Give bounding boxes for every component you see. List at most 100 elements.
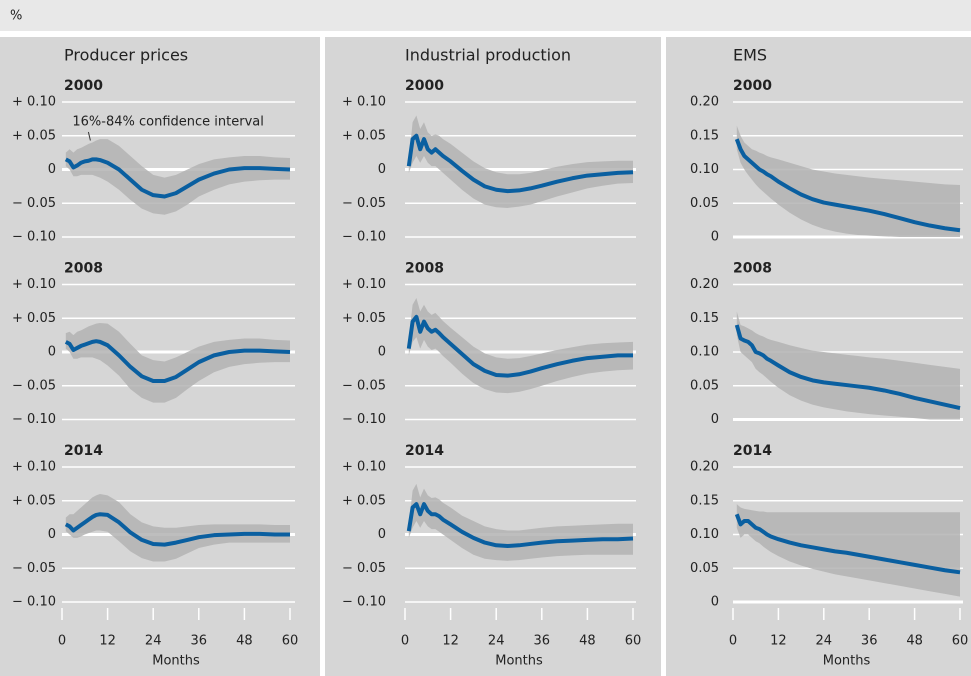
- line: [406, 314, 633, 378]
- y-tick-label: 0.20: [690, 95, 719, 110]
- line: [406, 502, 634, 548]
- x-tick-label: 24: [816, 634, 833, 649]
- y-tick-label: 0.10: [690, 345, 719, 360]
- y-tick-label: − 0.10: [12, 412, 56, 427]
- confidence-band: [736, 125, 960, 237]
- y-tick-label: + 0.05: [12, 128, 56, 143]
- line: [734, 138, 961, 233]
- y-tick-label: 0.05: [690, 561, 719, 576]
- x-axis-label: Months: [823, 654, 871, 669]
- column-title: Producer prices: [64, 46, 188, 65]
- y-tick-label: 0: [48, 345, 56, 360]
- line: [734, 513, 961, 575]
- column-title: EMS: [733, 46, 767, 65]
- confidence-band: [65, 494, 290, 562]
- y-tick-label: 0.10: [690, 162, 719, 177]
- x-tick-label: 0: [401, 634, 409, 649]
- x-tick-label: 24: [145, 634, 162, 649]
- annotation-leader: [87, 131, 91, 141]
- x-tick-label: 60: [282, 634, 299, 649]
- y-tick-label: − 0.05: [12, 196, 56, 211]
- line: [64, 339, 291, 384]
- y-tick-label: + 0.05: [342, 311, 386, 326]
- y-tick-label: + 0.05: [342, 493, 386, 508]
- column-title: Industrial production: [405, 46, 571, 65]
- y-tick-label: + 0.05: [12, 311, 56, 326]
- y-tick-label: 0: [378, 345, 386, 360]
- y-tick-label: 0: [48, 162, 56, 177]
- x-tick-label: 48: [579, 634, 596, 649]
- y-tick-label: + 0.10: [342, 277, 386, 292]
- panel-subtitle: 2000: [405, 78, 444, 94]
- x-tick-label: 24: [488, 634, 505, 649]
- line: [406, 133, 634, 194]
- y-tick-label: + 0.05: [12, 493, 56, 508]
- x-tick-label: 60: [625, 634, 642, 649]
- panel-subtitle: 2008: [733, 261, 772, 277]
- y-tick-label: 0: [378, 162, 386, 177]
- unit-label: %: [10, 9, 22, 24]
- line: [64, 512, 290, 547]
- confidence-band: [65, 322, 290, 403]
- panel-subtitle: 2000: [733, 78, 772, 94]
- x-axis-label: Months: [152, 654, 200, 669]
- y-tick-label: − 0.05: [342, 378, 386, 393]
- y-tick-label: − 0.10: [12, 230, 56, 245]
- y-tick-label: 0.10: [690, 527, 719, 542]
- confidence-band: [65, 139, 290, 215]
- header-strip: [0, 0, 971, 31]
- y-tick-label: − 0.05: [12, 378, 56, 393]
- x-tick-label: 0: [729, 634, 737, 649]
- panel-subtitle: 2008: [64, 261, 103, 277]
- y-tick-label: 0.20: [690, 277, 719, 292]
- y-tick-label: − 0.10: [342, 230, 386, 245]
- x-tick-label: 0: [58, 634, 66, 649]
- panel-subtitle: 2000: [64, 78, 103, 94]
- y-tick-label: − 0.05: [342, 561, 386, 576]
- y-tick-label: − 0.05: [342, 196, 386, 211]
- y-tick-label: 0.05: [690, 196, 719, 211]
- y-tick-label: 0.15: [690, 311, 719, 326]
- panel-subtitle: 2014: [733, 443, 772, 459]
- panel-subtitle: 2014: [405, 443, 444, 459]
- x-tick-label: 36: [861, 634, 878, 649]
- x-tick-label: 48: [236, 634, 253, 649]
- x-tick-label: 12: [770, 634, 787, 649]
- y-tick-label: 0: [711, 230, 719, 245]
- x-tick-label: 36: [534, 634, 551, 649]
- y-tick-label: − 0.10: [12, 595, 56, 610]
- y-tick-label: + 0.10: [342, 460, 386, 475]
- x-tick-label: 36: [191, 634, 208, 649]
- confidence-band: [736, 311, 960, 420]
- panel-subtitle: 2008: [405, 261, 444, 277]
- y-tick-label: + 0.05: [342, 128, 386, 143]
- y-tick-label: + 0.10: [342, 95, 386, 110]
- y-tick-label: 0.15: [690, 493, 719, 508]
- line: [64, 157, 291, 199]
- y-tick-label: 0.05: [690, 378, 719, 393]
- line: [734, 324, 961, 410]
- y-tick-label: 0: [378, 527, 386, 542]
- x-axis-label: Months: [495, 654, 543, 669]
- panel-subtitle: 2014: [64, 443, 103, 459]
- y-tick-label: + 0.10: [12, 460, 56, 475]
- y-tick-label: + 0.10: [12, 95, 56, 110]
- confidence-band: [408, 298, 633, 394]
- y-tick-label: − 0.10: [342, 412, 386, 427]
- x-tick-label: 48: [906, 634, 923, 649]
- x-tick-label: 12: [442, 634, 459, 649]
- confidence-band: [408, 115, 633, 208]
- y-tick-label: 0: [48, 527, 56, 542]
- y-tick-label: + 0.10: [12, 277, 56, 292]
- y-tick-label: 0.20: [690, 460, 719, 475]
- y-tick-label: 0: [711, 595, 719, 610]
- y-tick-label: 0: [711, 412, 719, 427]
- annotation: 16%-84% confidence interval: [72, 115, 263, 130]
- y-tick-label: − 0.10: [342, 595, 386, 610]
- y-tick-label: − 0.05: [12, 561, 56, 576]
- y-tick-label: 0.15: [690, 128, 719, 143]
- x-tick-label: 12: [99, 634, 116, 649]
- x-tick-label: 60: [952, 634, 969, 649]
- confidence-band: [736, 504, 960, 597]
